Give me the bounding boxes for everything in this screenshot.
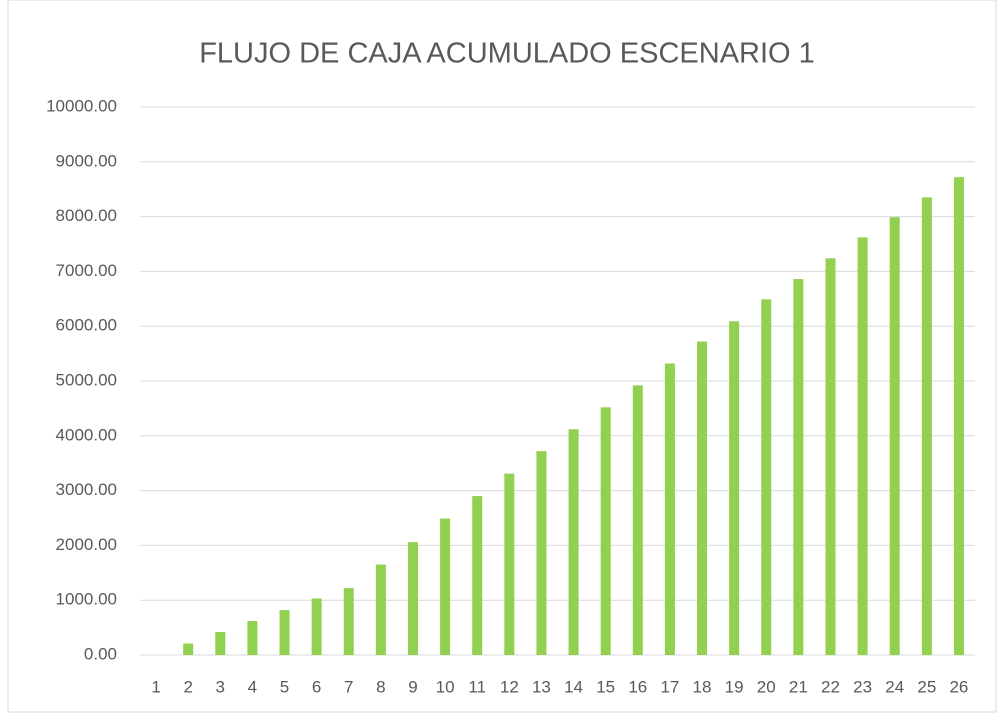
x-tick-label: 13 bbox=[532, 677, 551, 696]
y-tick-label: 2000.00 bbox=[56, 535, 117, 554]
x-tick-label: 24 bbox=[885, 677, 904, 696]
x-tick-label: 3 bbox=[216, 677, 225, 696]
bar bbox=[600, 407, 611, 655]
y-tick-label: 10000.00 bbox=[46, 96, 117, 115]
bar bbox=[697, 341, 708, 655]
bar bbox=[343, 588, 354, 655]
bar bbox=[440, 518, 451, 655]
x-tick-label: 22 bbox=[821, 677, 840, 696]
x-tick-label: 2 bbox=[183, 677, 192, 696]
x-tick-label: 25 bbox=[917, 677, 936, 696]
y-tick-label: 0.00 bbox=[84, 644, 117, 663]
bar bbox=[761, 299, 772, 655]
y-tick-label: 4000.00 bbox=[56, 425, 117, 444]
x-tick-label: 18 bbox=[693, 677, 712, 696]
x-tick-label: 16 bbox=[628, 677, 647, 696]
bar bbox=[504, 473, 515, 655]
x-tick-label: 11 bbox=[468, 677, 486, 696]
x-tick-label: 9 bbox=[408, 677, 417, 696]
bar bbox=[825, 258, 836, 655]
bar bbox=[279, 610, 290, 655]
bar bbox=[375, 564, 386, 655]
x-tick-label: 10 bbox=[436, 677, 455, 696]
y-tick-label: 7000.00 bbox=[56, 261, 117, 280]
bar bbox=[664, 363, 675, 655]
bar bbox=[793, 279, 804, 655]
y-tick-label: 9000.00 bbox=[56, 151, 117, 170]
x-tick-label: 5 bbox=[280, 677, 289, 696]
x-tick-label: 15 bbox=[596, 677, 615, 696]
x-tick-label: 8 bbox=[376, 677, 385, 696]
bar bbox=[472, 496, 483, 655]
y-tick-label: 6000.00 bbox=[56, 316, 117, 335]
x-tick-label: 4 bbox=[248, 677, 257, 696]
bar bbox=[247, 621, 258, 655]
bar bbox=[215, 631, 226, 655]
x-tick-label: 6 bbox=[312, 677, 321, 696]
x-tick-label: 1 bbox=[151, 677, 160, 696]
x-tick-label: 17 bbox=[660, 677, 679, 696]
bar bbox=[729, 321, 740, 655]
y-tick-label: 1000.00 bbox=[56, 590, 117, 609]
bar bbox=[857, 237, 868, 655]
y-tick-label: 3000.00 bbox=[56, 480, 117, 499]
bar bbox=[953, 177, 964, 656]
bar bbox=[568, 429, 579, 655]
bar bbox=[921, 197, 932, 656]
y-tick-label: 8000.00 bbox=[56, 206, 117, 225]
bar bbox=[536, 451, 547, 655]
x-tick-label: 21 bbox=[789, 677, 808, 696]
x-tick-label: 20 bbox=[757, 677, 776, 696]
chart-title: FLUJO DE CAJA ACUMULADO ESCENARIO 1 bbox=[199, 38, 815, 70]
x-tick-label: 26 bbox=[949, 677, 968, 696]
bar bbox=[889, 217, 900, 655]
bar bbox=[311, 598, 322, 655]
bar bbox=[632, 385, 643, 655]
bar bbox=[407, 542, 418, 655]
x-tick-label: 7 bbox=[344, 677, 353, 696]
x-tick-label: 19 bbox=[725, 677, 744, 696]
x-tick-label: 14 bbox=[564, 677, 583, 696]
y-tick-label: 5000.00 bbox=[56, 370, 117, 389]
x-tick-label: 12 bbox=[500, 677, 519, 696]
bar bbox=[183, 643, 194, 655]
x-tick-label: 23 bbox=[853, 677, 872, 696]
